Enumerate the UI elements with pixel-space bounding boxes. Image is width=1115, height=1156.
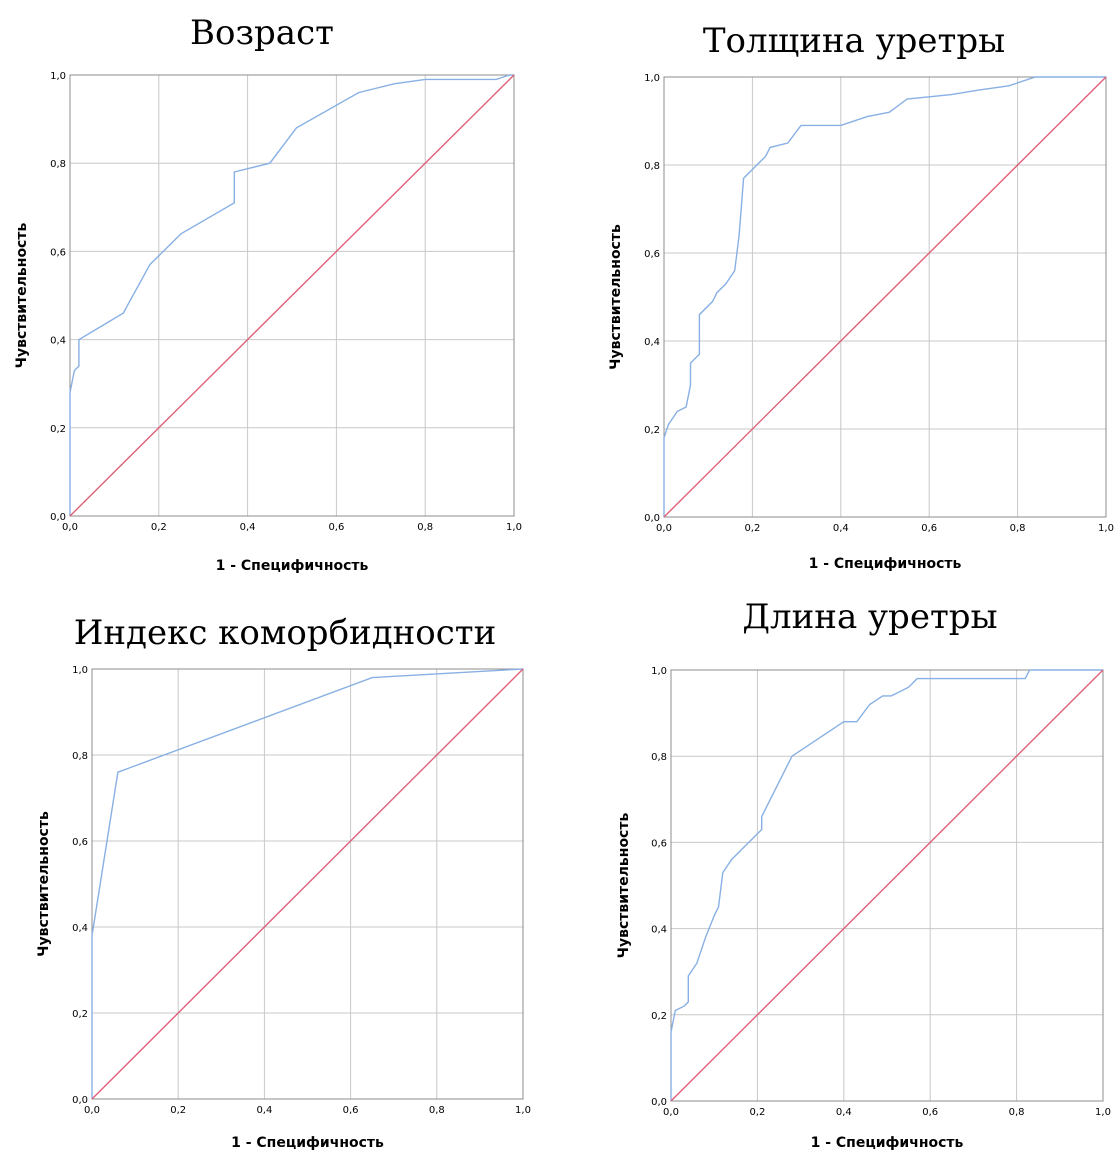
x-tick-label: 0,4 xyxy=(833,523,849,534)
x-tick-label: 0,4 xyxy=(836,1107,852,1118)
x-axis-label: 1 - Специфичность xyxy=(811,1135,964,1151)
x-tick-label: 0,8 xyxy=(1010,523,1026,534)
y-tick-label: 0,6 xyxy=(50,247,66,258)
chart-title: Длина уретры xyxy=(742,597,997,637)
chart-title: Возраст xyxy=(190,13,334,53)
roc-curve xyxy=(670,669,1103,1101)
roc-chart-4: Длина уретры 0,00,0 0,2 0,2 0,4 0,4 0,6 0,6 0,8 0… xyxy=(616,597,1111,1151)
x-tick-label: 0,2 xyxy=(749,1107,765,1118)
x-tick-label: 0,0 xyxy=(663,1107,679,1118)
x-tick-label: 0,0 xyxy=(62,522,78,533)
x-axis-label: 1 - Специфичность xyxy=(809,556,962,572)
y-tick-label: 1,0 xyxy=(651,666,667,677)
y-tick-label: 1,0 xyxy=(72,665,88,676)
y-axis-label: Чувствительность xyxy=(14,223,30,369)
x-axis-label: 1 - Специфичность xyxy=(231,1135,384,1151)
y-tick-label: 0,0 xyxy=(651,1097,667,1108)
x-tick-label: 0,4 xyxy=(256,1105,272,1116)
x-tick-label: 0,0 xyxy=(84,1105,100,1116)
x-tick-label: 1,0 xyxy=(506,522,522,533)
x-tick-label: 0,6 xyxy=(343,1105,359,1116)
y-tick-label: 0,0 xyxy=(50,512,66,523)
roc-curve xyxy=(91,668,524,1099)
y-axis-label: Чувствительность xyxy=(36,811,52,957)
x-tick-label: 0,2 xyxy=(151,522,167,533)
y-tick-label: 0,8 xyxy=(644,161,660,172)
roc-curve xyxy=(663,76,1106,517)
plot-frame xyxy=(69,74,515,517)
y-axis-label: Чувствительность xyxy=(608,224,624,370)
y-tick-label: 0,4 xyxy=(644,337,660,348)
y-tick-label: 0,2 xyxy=(651,1011,667,1022)
x-axis-label: 1 - Специфичность xyxy=(216,558,369,574)
x-tick-label: 1,0 xyxy=(515,1105,531,1116)
y-tick-label: 0,6 xyxy=(72,837,88,848)
y-tick-label: 1,0 xyxy=(644,73,660,84)
x-tick-label: 0,6 xyxy=(328,522,344,533)
reference-line xyxy=(91,668,524,1100)
reference-line xyxy=(69,74,515,517)
roc-chart-3: Индекс коморбидности 0,00,0 0,2 0,2 0,4 0,4 0,… xyxy=(36,613,531,1151)
plot-frame xyxy=(663,76,1107,518)
x-tick-label: 0,2 xyxy=(744,523,760,534)
y-tick-label: 0,2 xyxy=(644,425,660,436)
y-tick-label: 0,0 xyxy=(644,513,660,524)
y-tick-label: 0,8 xyxy=(651,752,667,763)
y-axis-label: Чувствительность xyxy=(616,813,632,959)
chart-title: Толщина уретры xyxy=(703,21,1005,61)
y-tick-label: 0,8 xyxy=(72,751,88,762)
x-tick-label: 0,8 xyxy=(1009,1107,1025,1118)
y-tick-label: 0,2 xyxy=(72,1009,88,1020)
roc-chart-2: Толщина уретры 0,00,0 0,2 0,2 0,4 0,4 0,6 0,6 0,… xyxy=(608,21,1114,572)
chart-title: Индекс коморбидности xyxy=(74,613,497,653)
y-tick-label: 0,6 xyxy=(644,249,660,260)
plot-frame xyxy=(670,669,1104,1102)
x-tick-label: 0,6 xyxy=(921,523,937,534)
x-tick-label: 1,0 xyxy=(1098,523,1114,534)
reference-line xyxy=(663,76,1107,518)
x-tick-label: 0,0 xyxy=(656,523,672,534)
plot-frame xyxy=(91,668,524,1100)
y-tick-label: 0,4 xyxy=(651,925,667,936)
y-tick-label: 0,4 xyxy=(72,923,88,934)
y-tick-label: 1,0 xyxy=(50,71,66,82)
y-tick-label: 0,8 xyxy=(50,159,66,170)
y-tick-label: 0,6 xyxy=(651,838,667,849)
y-tick-label: 0,0 xyxy=(72,1095,88,1106)
y-tick-label: 0,2 xyxy=(50,424,66,435)
x-tick-label: 1,0 xyxy=(1095,1107,1111,1118)
roc-chart-1: Возраст 0,00,0 0,2 0,2 0,4 0,4 0,6 0,6 0,8 0,8 1,0… xyxy=(14,13,522,574)
reference-line xyxy=(670,669,1104,1102)
y-tick-label: 0,4 xyxy=(50,336,66,347)
roc-curve xyxy=(69,74,514,516)
x-tick-label: 0,8 xyxy=(417,522,433,533)
x-tick-label: 0,6 xyxy=(922,1107,938,1118)
x-tick-label: 0,4 xyxy=(240,522,256,533)
x-tick-label: 0,8 xyxy=(429,1105,445,1116)
x-tick-label: 0,2 xyxy=(170,1105,186,1116)
